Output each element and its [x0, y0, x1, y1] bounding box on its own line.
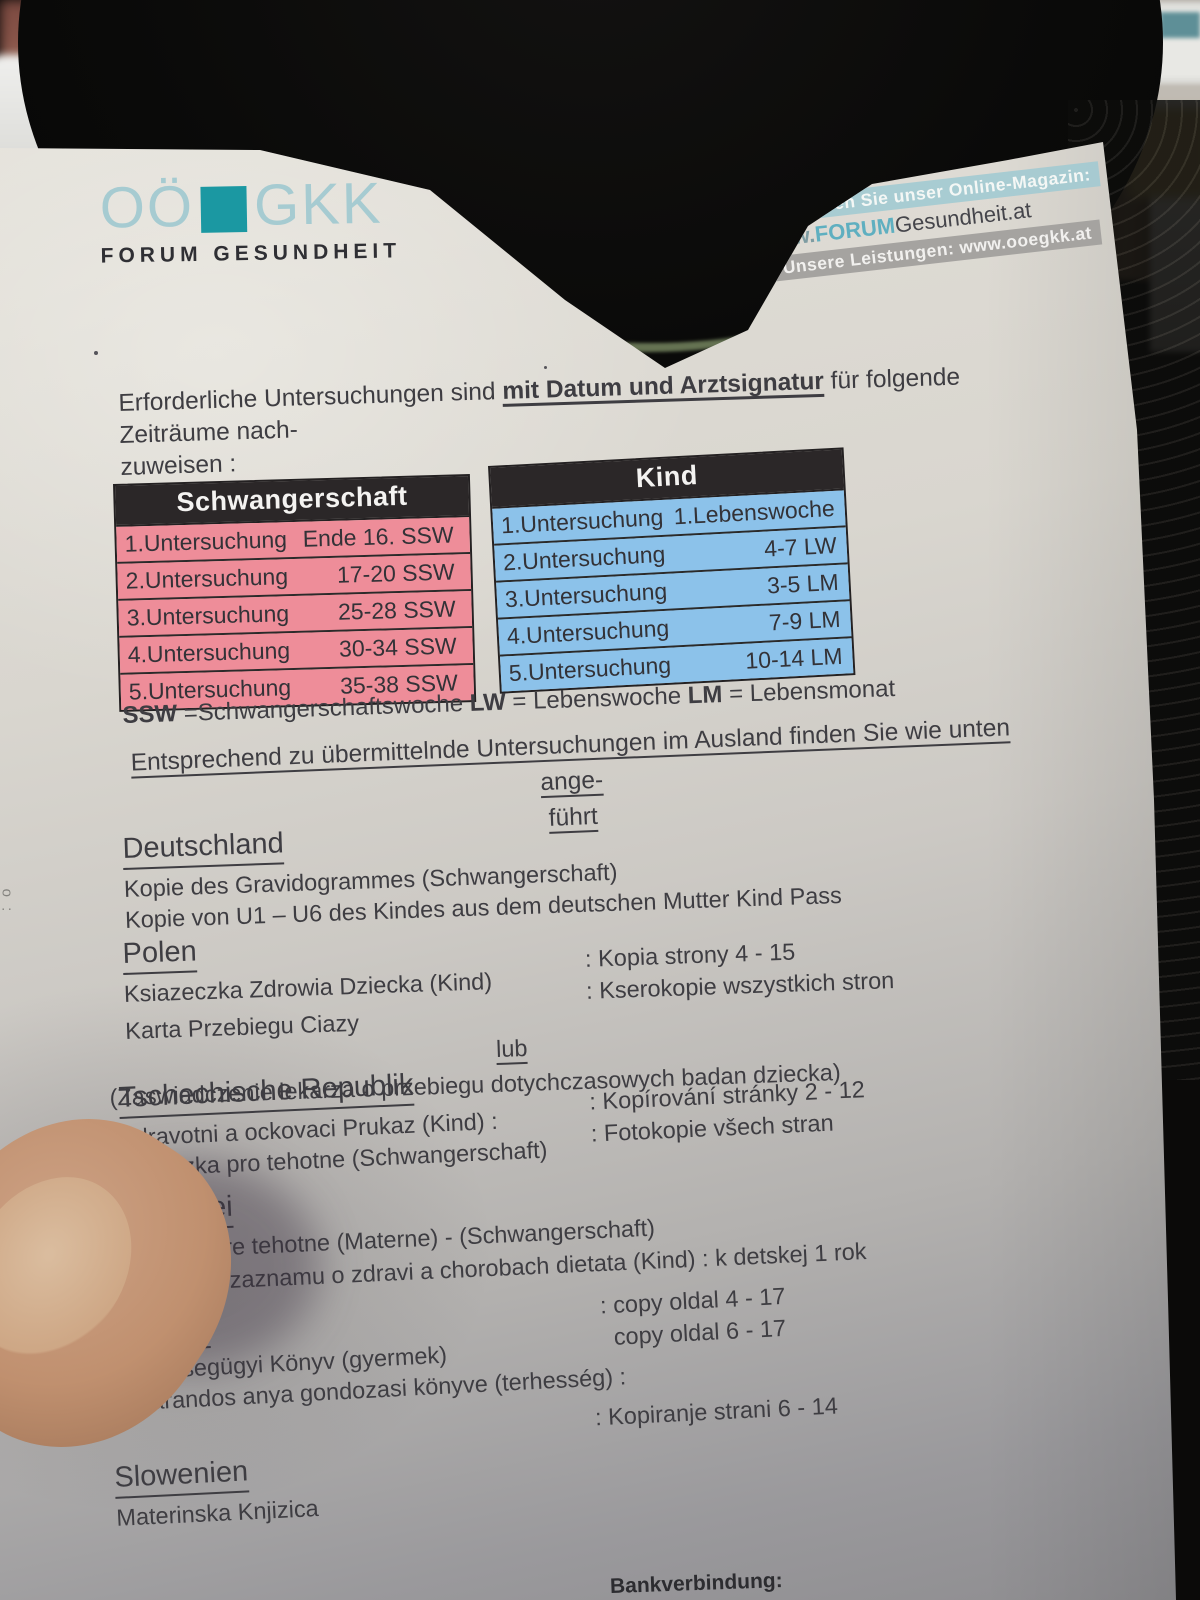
row-value: Ende 16. SSW [302, 521, 454, 552]
row-label: 4.Untersuchung [127, 637, 291, 668]
row-value: 3-5 LM [766, 568, 840, 599]
row-label: 1.Untersuchung [500, 503, 664, 539]
logo-text-gkk: GKK [253, 170, 384, 238]
margin-marks: o : [0, 888, 16, 915]
row-label: 2.Untersuchung [502, 540, 666, 576]
child-table: Kind 1.Untersuchung 1.Lebenswoche 2.Unte… [488, 447, 856, 694]
intro-line-2: zuweisen : [120, 450, 237, 481]
row-value: 17-20 SSW [336, 558, 455, 588]
country-right-value: : copy oldal 4 - 17 [599, 1282, 787, 1319]
lub-label: lub [495, 1034, 529, 1066]
logo-text-oo: OÖ [99, 173, 195, 241]
intro-emphasis: mit Datum und Arztsignatur [501, 367, 825, 405]
row-value: 25-28 SSW [337, 595, 456, 625]
row-label: 4.Untersuchung [506, 614, 670, 650]
window-glass [1160, 12, 1200, 38]
logo: OÖ GKK FORUM GESUNDHEIT [99, 169, 401, 268]
row-value: 10-14 LM [744, 642, 844, 674]
ink-dot [544, 366, 547, 369]
row-value: 1.Lebenswoche [673, 494, 836, 530]
legend-lm: LM [687, 681, 723, 710]
legend-text: = Lebenswoche [505, 682, 689, 716]
intro-text: Erforderliche Untersuchungen sind [118, 377, 503, 417]
legend-lw: LW [469, 688, 507, 717]
thumb-nail [0, 1146, 165, 1388]
legend-text: = Lebensmonat [721, 675, 896, 709]
country-heading: Slowenien [113, 1455, 250, 1499]
country-heading: Polen [122, 935, 198, 975]
row-label: 3.Untersuchung [504, 577, 668, 613]
country-heading: Deutschland [122, 827, 285, 870]
row-value: 7-9 LM [768, 605, 842, 636]
ausland-note-line1: Entsprechend zu übermittelnde Untersuchu… [130, 714, 1011, 797]
ink-dot [94, 351, 98, 355]
row-label: 1.Untersuchung [124, 526, 288, 557]
pregnancy-table: Schwangerschaft 1.Untersuchung Ende 16. … [113, 474, 477, 712]
steering-wheel-highlight [498, 266, 802, 352]
logo-subtitle: FORUM GESUNDHEIT [100, 239, 402, 268]
row-label: 3.Untersuchung [126, 600, 290, 631]
country-right-value: : Kopiranje strani 6 - 14 [594, 1392, 839, 1431]
row-label: 5.Untersuchung [508, 651, 672, 687]
logo-square-icon [200, 185, 248, 233]
row-value: 4-7 LW [763, 531, 838, 562]
row-value: 30-34 SSW [338, 632, 458, 662]
bank-line: Bankverbindung: [609, 1568, 784, 1599]
legend-ssw: SSW [122, 700, 178, 729]
row-label: 2.Untersuchung [125, 563, 289, 594]
